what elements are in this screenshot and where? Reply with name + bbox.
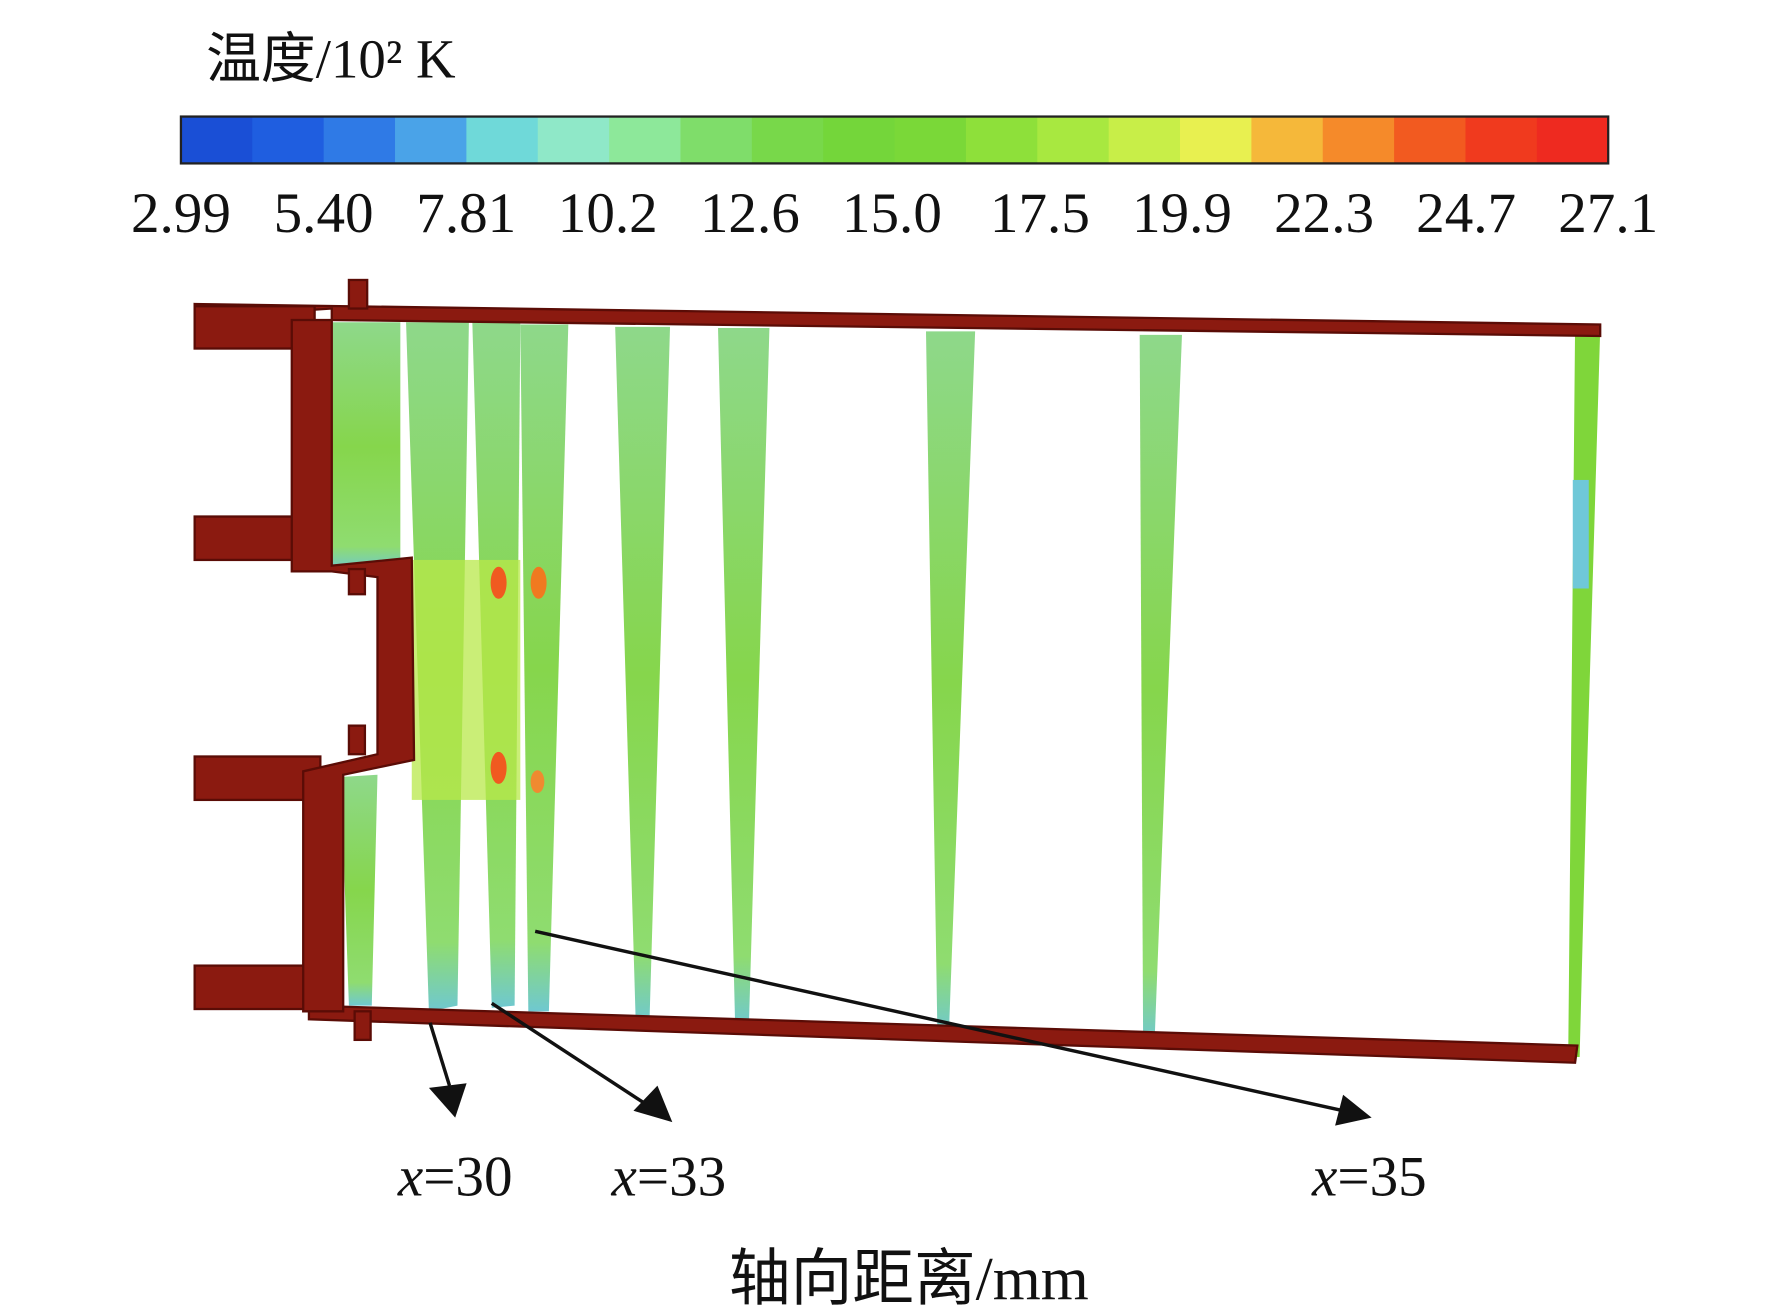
colorbar-segment <box>180 116 253 164</box>
arrow-head <box>633 1085 673 1123</box>
colorbar-tick-label: 15.0 <box>842 182 942 245</box>
colorbar-segment <box>1536 116 1609 164</box>
colorbar-segment <box>680 116 753 164</box>
colorbar-segment <box>1180 116 1252 164</box>
arrows <box>428 929 1372 1126</box>
stepped-wall <box>290 318 416 1013</box>
annotation: x=30 <box>397 1145 513 1208</box>
colorbar-tick-label: 10.2 <box>558 182 658 245</box>
colorbar-segment <box>1322 116 1395 164</box>
colorbar-title: 温度/10² K <box>206 29 456 90</box>
wall <box>353 1010 372 1042</box>
colorbar-segment <box>252 116 325 164</box>
colorbar-segment <box>395 116 467 164</box>
colorbar-segment <box>1108 116 1181 164</box>
flange <box>193 964 316 1011</box>
arrow <box>534 929 1344 1113</box>
colorbar-segment <box>466 116 539 164</box>
arrow-head <box>428 1083 467 1118</box>
axis-label: 轴向距离/mm <box>729 1245 1089 1305</box>
colorbar: 2.99 5.40 7.81 10.2 12.6 15.0 17.5 19.9 22.3 24.7… <box>131 115 1658 245</box>
vane <box>615 326 671 1023</box>
colorbar-tick-label: 22.3 <box>1274 182 1374 245</box>
wall <box>347 724 367 756</box>
colorbar-tick-label: 5.40 <box>274 182 374 245</box>
colorbar-segment <box>894 116 967 164</box>
colorbar-segment <box>323 116 396 164</box>
colorbar-segment <box>1251 116 1324 164</box>
hot-spot <box>530 566 547 599</box>
vane <box>331 322 401 572</box>
annotation: x=33 <box>611 1145 727 1208</box>
vane <box>340 774 378 1006</box>
colorbar-tick-label: 12.6 <box>700 182 800 245</box>
colorbar-segment <box>1394 116 1467 164</box>
wall <box>347 278 369 310</box>
geometry <box>193 278 1602 1064</box>
colorbar-tick-label: 24.7 <box>1416 182 1516 245</box>
colorbar-tick-label: 27.1 <box>1558 182 1658 245</box>
colorbar-tick-label: 2.99 <box>131 182 231 245</box>
annotation: x=35 <box>1311 1145 1427 1208</box>
vane <box>718 327 770 1027</box>
hot-spot <box>490 566 507 599</box>
top-wall <box>193 302 1602 338</box>
arrow <box>490 1001 645 1105</box>
cool-spot <box>1572 479 1589 589</box>
colorbar-segment <box>965 116 1038 164</box>
colorbar-segment <box>1037 116 1110 164</box>
outlet-strip <box>1568 329 1601 1058</box>
bottom-wall <box>307 1004 1579 1064</box>
colorbar-tick-label: 19.9 <box>1132 182 1232 245</box>
colorbar-tick-label: 17.5 <box>990 182 1090 245</box>
vane <box>925 331 976 1035</box>
arrow-head <box>1335 1094 1372 1126</box>
colorbar-frame <box>179 115 1610 165</box>
hot-spot <box>490 751 507 784</box>
vane <box>520 324 569 1012</box>
hot-spot <box>530 770 545 794</box>
flange <box>193 755 322 802</box>
colorbar-segment <box>823 116 896 164</box>
colorbar-segment <box>537 116 610 164</box>
colorbar-segment <box>751 116 824 164</box>
wall <box>347 567 367 596</box>
colorbar-segment <box>609 116 682 164</box>
colorbar-tick-label: 7.81 <box>416 182 516 245</box>
arrow <box>428 1022 452 1087</box>
vane <box>1139 334 1182 1043</box>
colorbar-segment <box>1465 116 1538 164</box>
